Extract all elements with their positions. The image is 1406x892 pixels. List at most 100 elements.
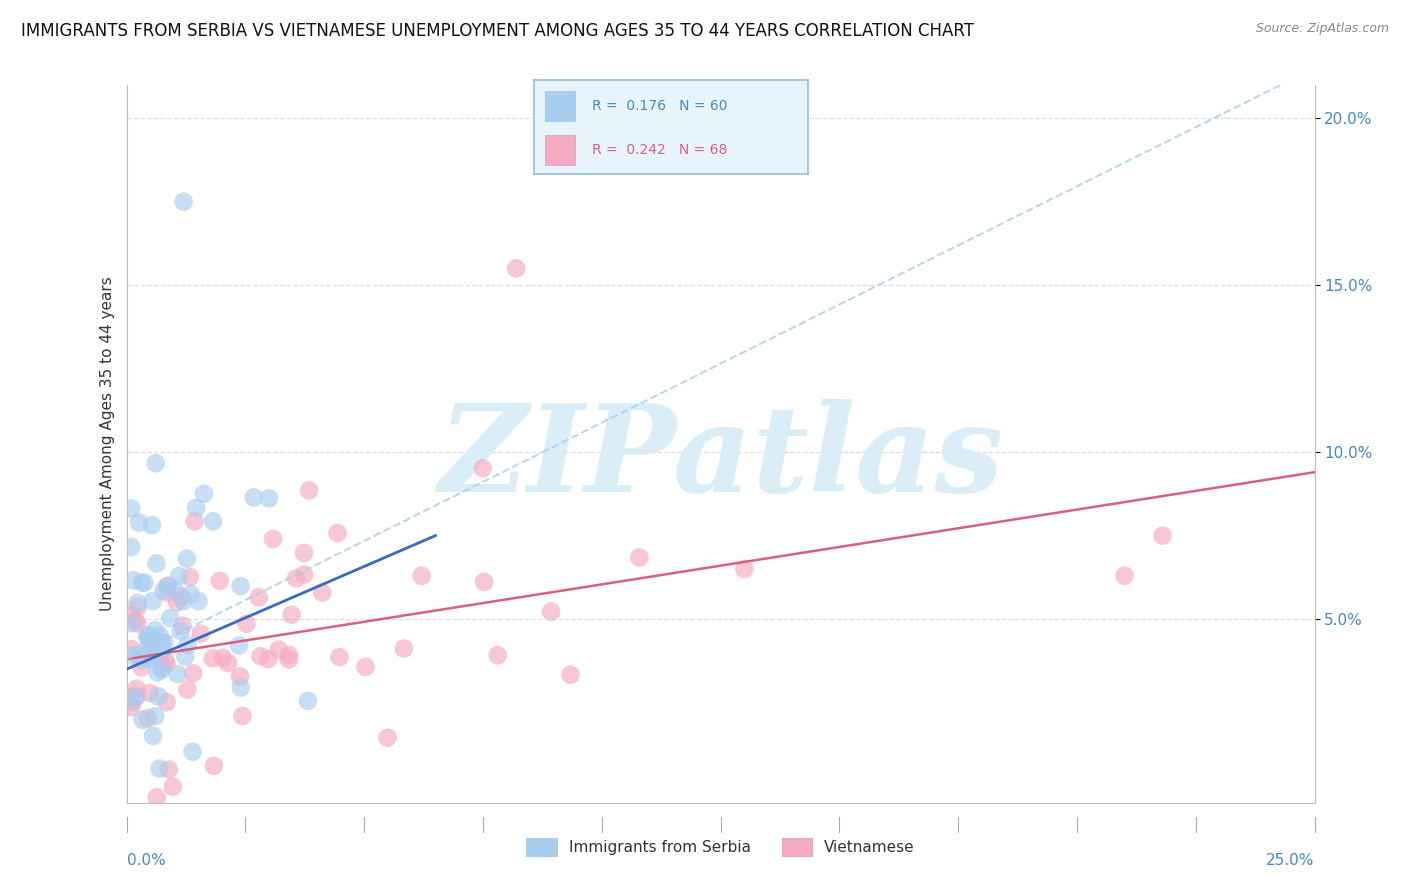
Point xyxy=(131,660,153,674)
Point xyxy=(143,632,166,647)
Text: R =  0.176   N = 60: R = 0.176 N = 60 xyxy=(592,99,727,112)
Point xyxy=(120,648,142,663)
Point xyxy=(328,650,350,665)
Point xyxy=(131,575,153,590)
Point xyxy=(120,540,142,554)
Point xyxy=(142,729,165,743)
Point xyxy=(156,580,179,594)
Point xyxy=(297,694,319,708)
Point xyxy=(179,570,201,584)
Point xyxy=(377,731,399,745)
Point xyxy=(173,194,195,209)
Point xyxy=(163,582,186,597)
Point xyxy=(392,641,415,656)
Point xyxy=(176,551,198,566)
Point xyxy=(120,700,142,714)
Point xyxy=(150,642,173,657)
Point xyxy=(176,638,198,652)
Point xyxy=(136,630,159,644)
Point xyxy=(145,456,167,470)
Point xyxy=(153,636,176,650)
Point xyxy=(146,665,169,680)
Point xyxy=(170,590,193,604)
Point xyxy=(157,763,180,777)
Point xyxy=(201,651,224,665)
Point xyxy=(138,631,160,645)
Point xyxy=(486,648,509,663)
Point xyxy=(411,568,433,582)
Point xyxy=(257,491,280,506)
Point xyxy=(471,461,494,475)
Point xyxy=(122,574,145,588)
Point xyxy=(124,614,146,628)
Point xyxy=(131,713,153,727)
Point xyxy=(150,660,173,674)
Point xyxy=(217,656,239,670)
Point xyxy=(326,526,349,541)
Point xyxy=(145,790,167,805)
Point xyxy=(155,654,177,668)
Point xyxy=(156,695,179,709)
Point xyxy=(136,711,159,725)
Point xyxy=(120,693,142,707)
Point xyxy=(628,550,651,565)
Point xyxy=(167,569,190,583)
Point xyxy=(187,594,209,608)
Point xyxy=(202,514,225,528)
Point xyxy=(131,652,153,666)
Text: 0.0%: 0.0% xyxy=(127,853,166,868)
Point xyxy=(150,663,173,677)
Point xyxy=(172,594,194,608)
Point xyxy=(138,638,160,652)
Bar xyxy=(546,135,575,164)
Point xyxy=(292,546,315,560)
Point xyxy=(148,690,170,704)
Point xyxy=(120,501,142,516)
Point xyxy=(354,660,377,674)
Point xyxy=(231,709,253,723)
Point xyxy=(229,681,252,695)
Point xyxy=(162,780,184,794)
Text: R =  0.242   N = 68: R = 0.242 N = 68 xyxy=(592,143,727,157)
Point xyxy=(190,626,212,640)
Point xyxy=(733,562,755,576)
Point xyxy=(180,587,202,601)
Point xyxy=(181,666,204,681)
Point xyxy=(208,574,231,588)
Point xyxy=(229,669,252,683)
Point xyxy=(141,518,163,533)
Point xyxy=(143,709,166,723)
Point xyxy=(181,745,204,759)
Text: IMMIGRANTS FROM SERBIA VS VIETNAMESE UNEMPLOYMENT AMONG AGES 35 TO 44 YEARS CORR: IMMIGRANTS FROM SERBIA VS VIETNAMESE UNE… xyxy=(21,22,974,40)
Point xyxy=(193,486,215,500)
Point xyxy=(127,616,149,631)
Point xyxy=(138,652,160,666)
Point xyxy=(155,657,177,671)
Point xyxy=(120,690,142,704)
Point xyxy=(472,574,495,589)
Point xyxy=(280,607,302,622)
Text: ZIPatlas: ZIPatlas xyxy=(437,399,1004,517)
Point xyxy=(127,599,149,614)
Point xyxy=(139,686,162,700)
Point xyxy=(138,628,160,642)
Point xyxy=(125,681,148,696)
Point xyxy=(127,648,149,663)
Point xyxy=(235,616,257,631)
Point xyxy=(285,571,308,585)
Point xyxy=(292,567,315,582)
Point xyxy=(166,595,188,609)
Point xyxy=(120,607,142,622)
Bar xyxy=(546,91,575,120)
Point xyxy=(211,650,233,665)
Point xyxy=(540,605,562,619)
Point xyxy=(157,579,180,593)
Point xyxy=(298,483,321,498)
Point xyxy=(560,667,582,681)
Point xyxy=(505,261,527,276)
Point xyxy=(242,491,264,505)
Point xyxy=(174,649,197,664)
Point xyxy=(176,682,198,697)
Point xyxy=(229,579,252,593)
Point xyxy=(134,575,156,590)
